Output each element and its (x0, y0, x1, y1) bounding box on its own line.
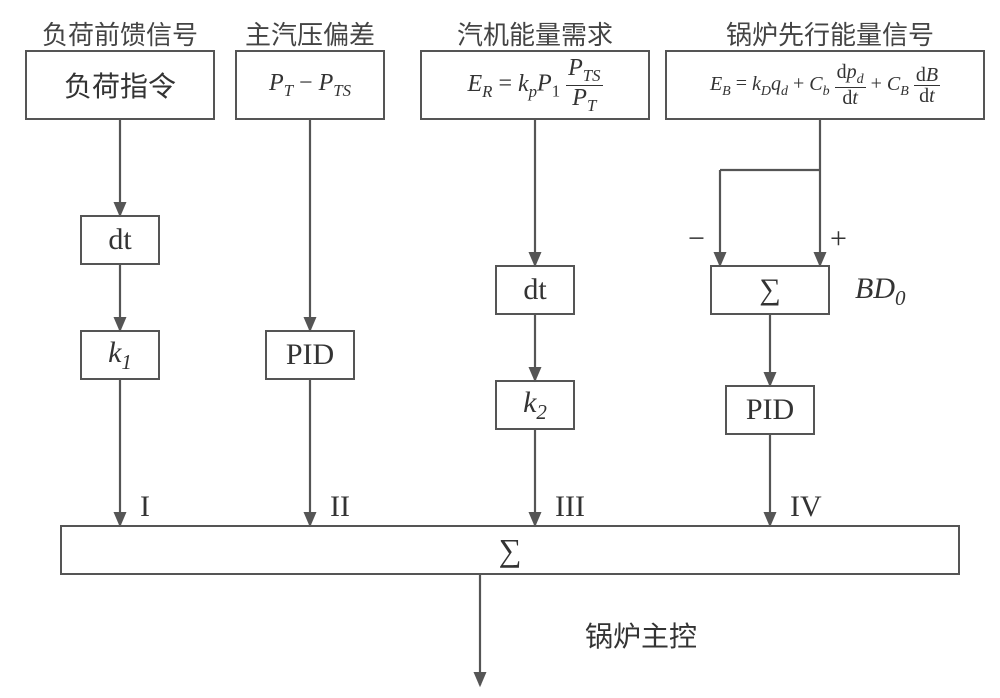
roman-3: III (555, 490, 585, 524)
block-sum-big: ∑ (60, 525, 960, 575)
k1-text: k1 (108, 336, 132, 375)
block-sum-small: ∑ (710, 265, 830, 315)
block-k1: k1 (80, 330, 160, 380)
header-col2: 主汽压偏差 (230, 15, 390, 52)
header-col1: 负荷前馈信号 (30, 15, 210, 52)
top-box-turbine-energy: ER = kpP1 PTS PT (420, 50, 650, 120)
header-col4: 锅炉先行能量信号 (690, 15, 970, 52)
block-k2: k2 (495, 380, 575, 430)
diagram-container: 负荷前馈信号 主汽压偏差 汽机能量需求 锅炉先行能量信号 负荷指令 PT − P… (0, 0, 1000, 698)
sign-minus: − (688, 222, 705, 256)
sign-plus: + (830, 222, 847, 256)
formula-eb: EB = kDqd + Cb dpd dt + CB dB dt (710, 62, 940, 108)
label-boiler-master: 锅炉主控 (585, 615, 697, 655)
block-dt-3: dt (495, 265, 575, 315)
roman-2: II (330, 490, 350, 524)
top-box-1-label: 负荷指令 (64, 65, 176, 105)
roman-4: IV (790, 490, 822, 524)
top-box-boiler-energy: EB = kDqd + Cb dpd dt + CB dB dt (665, 50, 985, 120)
block-dt-1: dt (80, 215, 160, 265)
label-bd0: BD0 (855, 272, 906, 311)
top-box-pressure-dev: PT − PTS (235, 50, 385, 120)
header-col3: 汽机能量需求 (435, 15, 635, 52)
formula-pt-minus-pts: PT − PTS (269, 70, 351, 101)
block-pid-2: PID (265, 330, 355, 380)
roman-1: I (140, 490, 150, 524)
block-pid-4: PID (725, 385, 815, 435)
formula-er: ER = kpP1 PTS PT (468, 56, 603, 114)
k2-text: k2 (523, 386, 547, 425)
bd0-text: BD0 (855, 272, 906, 305)
top-box-load-command: 负荷指令 (25, 50, 215, 120)
